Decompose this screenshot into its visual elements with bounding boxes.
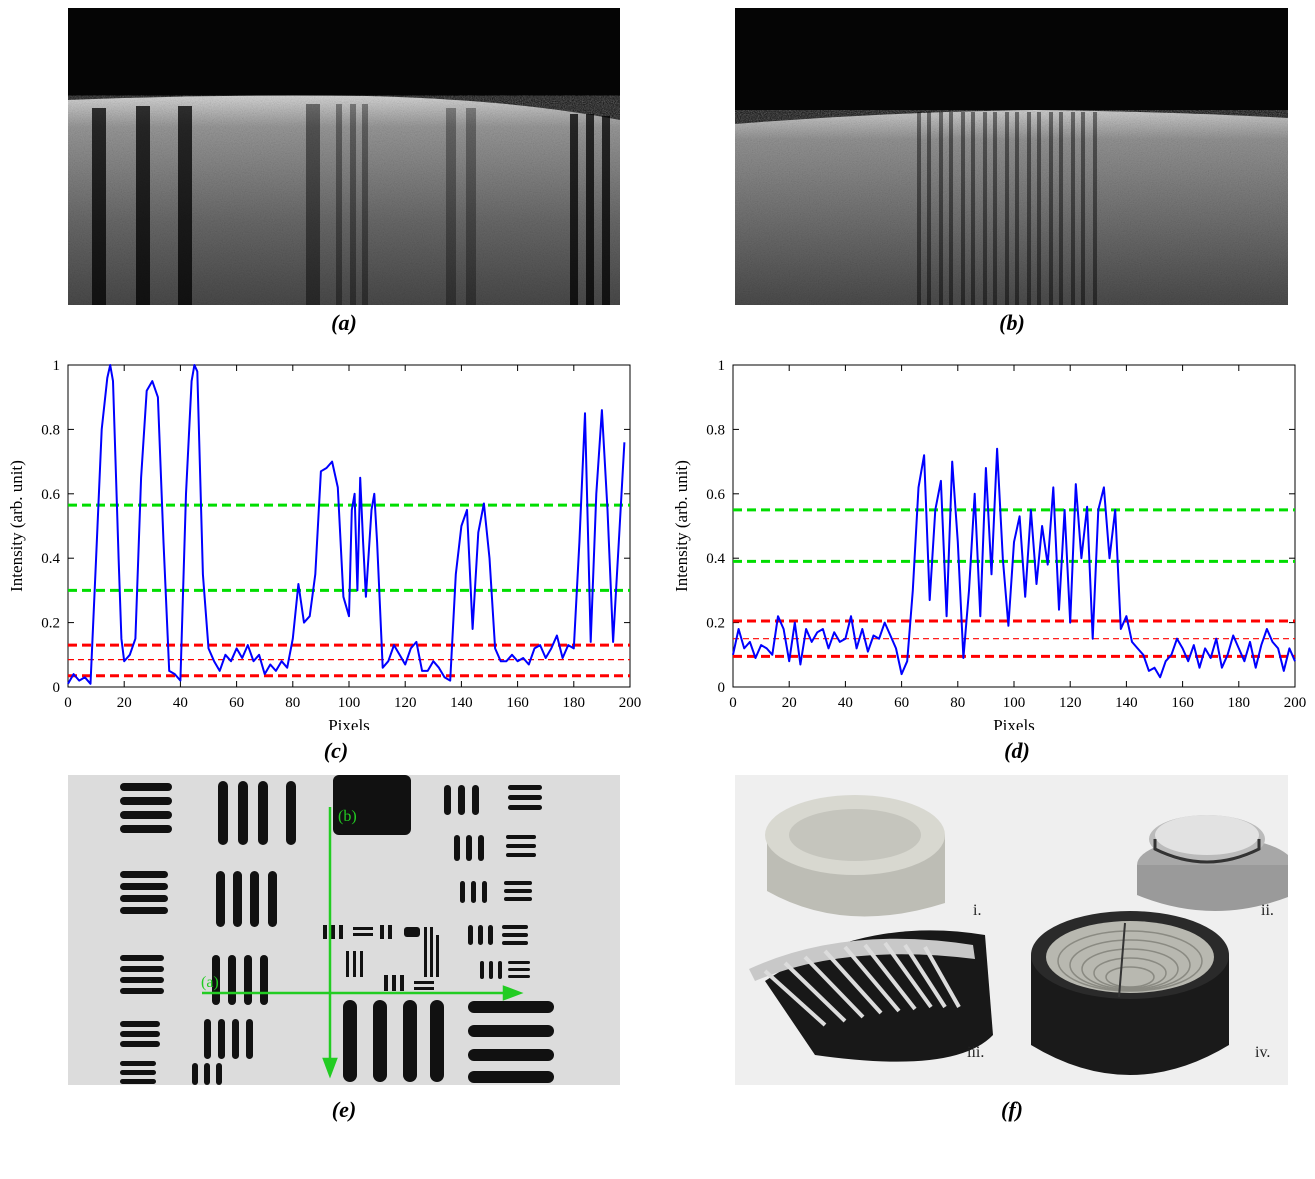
caption-d: (d) bbox=[1004, 738, 1030, 763]
intensity-series-line bbox=[67, 364, 626, 685]
y-tick-label: 0 bbox=[718, 680, 726, 696]
y-tick-label: 0.4 bbox=[706, 551, 725, 567]
oct-image-b-graphic bbox=[735, 8, 1288, 305]
x-tick-label: 20 bbox=[117, 695, 132, 711]
y-axis-label: Intensity (arb. unit) bbox=[672, 460, 691, 592]
part-label-iv: iv. bbox=[1255, 1044, 1270, 1061]
x-tick-label: 60 bbox=[229, 695, 244, 711]
x-tick-label: 100 bbox=[1003, 695, 1026, 711]
x-tick-label: 20 bbox=[782, 695, 797, 711]
y-tick-label: 0 bbox=[53, 680, 61, 696]
x-tick-label: 80 bbox=[285, 695, 300, 711]
x-tick-label: 180 bbox=[1228, 695, 1251, 711]
oct-image-b bbox=[735, 8, 1288, 305]
chart-c-svg: 0 20 40 60 80 100 120 140 160 180 200 0 0.2 0.4 0.6 0.8… bbox=[7, 358, 642, 735]
probe-parts-graphic: i. ii. iii. iv. bbox=[735, 775, 1288, 1085]
y-tick-label: 0.6 bbox=[41, 487, 60, 503]
black-cylinder-part bbox=[1031, 911, 1229, 1075]
black-sector-part bbox=[749, 930, 993, 1062]
chart-d-svg: 0 20 40 60 80 100 120 140 160 180 200 0 0.2 0.4 0.6 0.8… bbox=[672, 358, 1307, 735]
y-tick-label: 0.6 bbox=[706, 487, 725, 503]
plot-frame bbox=[67, 364, 631, 688]
x-tick-label: 160 bbox=[1171, 695, 1194, 711]
chart-c: 0 20 40 60 80 100 120 140 160 180 200 0 0.2 0.4 0.6 0.8… bbox=[0, 350, 650, 735]
part-label-ii: ii. bbox=[1261, 902, 1274, 919]
caption-a: (a) bbox=[331, 310, 357, 335]
y-tick-label: 0.2 bbox=[41, 616, 60, 632]
plot-frame bbox=[732, 364, 1296, 688]
x-tick-label: 0 bbox=[64, 695, 72, 711]
metal-housing-part bbox=[1137, 815, 1288, 911]
x-tick-label: 120 bbox=[1059, 695, 1082, 711]
y-tick-label: 0.2 bbox=[706, 616, 725, 632]
y-axis-label: Intensity (arb. unit) bbox=[7, 460, 26, 592]
y-tick-label: 0.4 bbox=[41, 551, 60, 567]
caption-c: (c) bbox=[323, 738, 349, 763]
resolution-target-graphic: (a) (b) bbox=[68, 775, 620, 1085]
y-tick-label: 1 bbox=[53, 358, 61, 374]
x-tick-label: 140 bbox=[450, 695, 473, 711]
x-tick-label: 40 bbox=[838, 695, 853, 711]
x-tick-label: 200 bbox=[619, 695, 642, 711]
x-tick-label: 160 bbox=[506, 695, 529, 711]
x-tick-label: 200 bbox=[1284, 695, 1307, 711]
x-tick-label: 100 bbox=[338, 695, 361, 711]
oct-image-a-graphic bbox=[68, 8, 620, 305]
x-tick-label: 180 bbox=[563, 695, 586, 711]
x-tick-label: 60 bbox=[894, 695, 909, 711]
caption-f: (f) bbox=[1001, 1097, 1023, 1122]
part-label-iii: iii. bbox=[967, 1044, 984, 1061]
x-axis-label: Pixels bbox=[328, 716, 370, 730]
part-label-i: i. bbox=[973, 902, 981, 919]
y-tick-label: 0.8 bbox=[41, 422, 60, 438]
y-tick-label: 1 bbox=[718, 358, 726, 374]
intensity-series-line bbox=[732, 447, 1296, 679]
caption-b: (b) bbox=[999, 310, 1025, 335]
x-tick-label: 0 bbox=[729, 695, 737, 711]
x-tick-label: 140 bbox=[1115, 695, 1138, 711]
probe-parts-photo: i. ii. iii. iv. bbox=[735, 775, 1288, 1085]
arrow-b-label: (b) bbox=[338, 808, 357, 825]
white-ring-part bbox=[765, 795, 945, 917]
y-tick-label: 0.8 bbox=[706, 422, 725, 438]
chart-d: 0 20 40 60 80 100 120 140 160 180 200 0 0.2 0.4 0.6 0.8… bbox=[665, 350, 1315, 735]
resolution-target-image: (a) (b) bbox=[68, 775, 620, 1085]
oct-image-a bbox=[68, 8, 620, 305]
caption-e: (e) bbox=[331, 1097, 357, 1122]
x-tick-label: 40 bbox=[173, 695, 188, 711]
x-tick-label: 80 bbox=[950, 695, 965, 711]
x-tick-label: 120 bbox=[394, 695, 417, 711]
arrow-a-label: (a) bbox=[201, 974, 219, 991]
x-axis-label: Pixels bbox=[993, 716, 1035, 730]
